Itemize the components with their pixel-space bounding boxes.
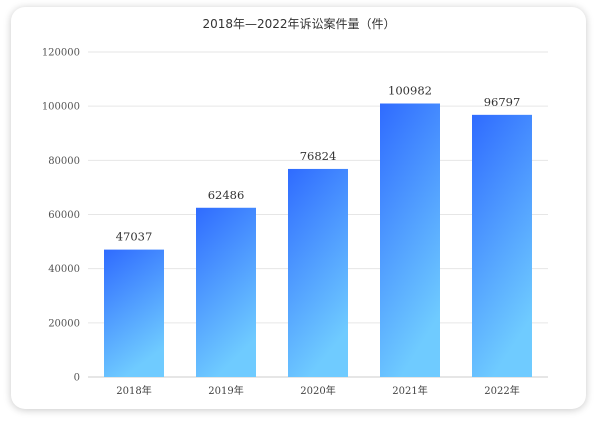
x-tick-label: 2021年 — [392, 384, 427, 397]
y-tick-label: 120000 — [42, 48, 80, 59]
x-tick-label: 2019年 — [208, 384, 243, 397]
x-tick-label: 2022年 — [484, 384, 519, 397]
data-label: 96797 — [484, 95, 521, 109]
data-labels: 47037 62486 76824 100982 96797 — [116, 84, 521, 244]
bar — [104, 249, 164, 377]
bar — [288, 168, 348, 377]
bar — [472, 114, 532, 377]
y-tick-label: 40000 — [48, 264, 80, 275]
bar — [380, 103, 440, 377]
x-axis-ticks: 2018年 2019年 2020年 2021年 2022年 — [116, 384, 519, 397]
y-tick-label: 60000 — [48, 210, 80, 221]
y-tick-label: 100000 — [42, 102, 80, 113]
y-axis-ticks: 0 20000 40000 60000 80000 100000 120000 — [42, 48, 80, 384]
data-label: 62486 — [208, 188, 245, 202]
bars — [104, 103, 532, 377]
data-label: 76824 — [300, 149, 337, 163]
y-tick-label: 80000 — [48, 156, 80, 167]
bar — [196, 207, 256, 377]
chart-title: 2018年—2022年诉讼案件量（件） — [202, 16, 395, 31]
data-label: 47037 — [116, 230, 153, 244]
data-label: 100982 — [388, 84, 432, 98]
y-tick-label: 20000 — [48, 318, 80, 329]
x-tick-label: 2018年 — [116, 384, 151, 397]
y-tick-label: 0 — [74, 373, 80, 384]
x-tick-label: 2020年 — [300, 384, 335, 397]
